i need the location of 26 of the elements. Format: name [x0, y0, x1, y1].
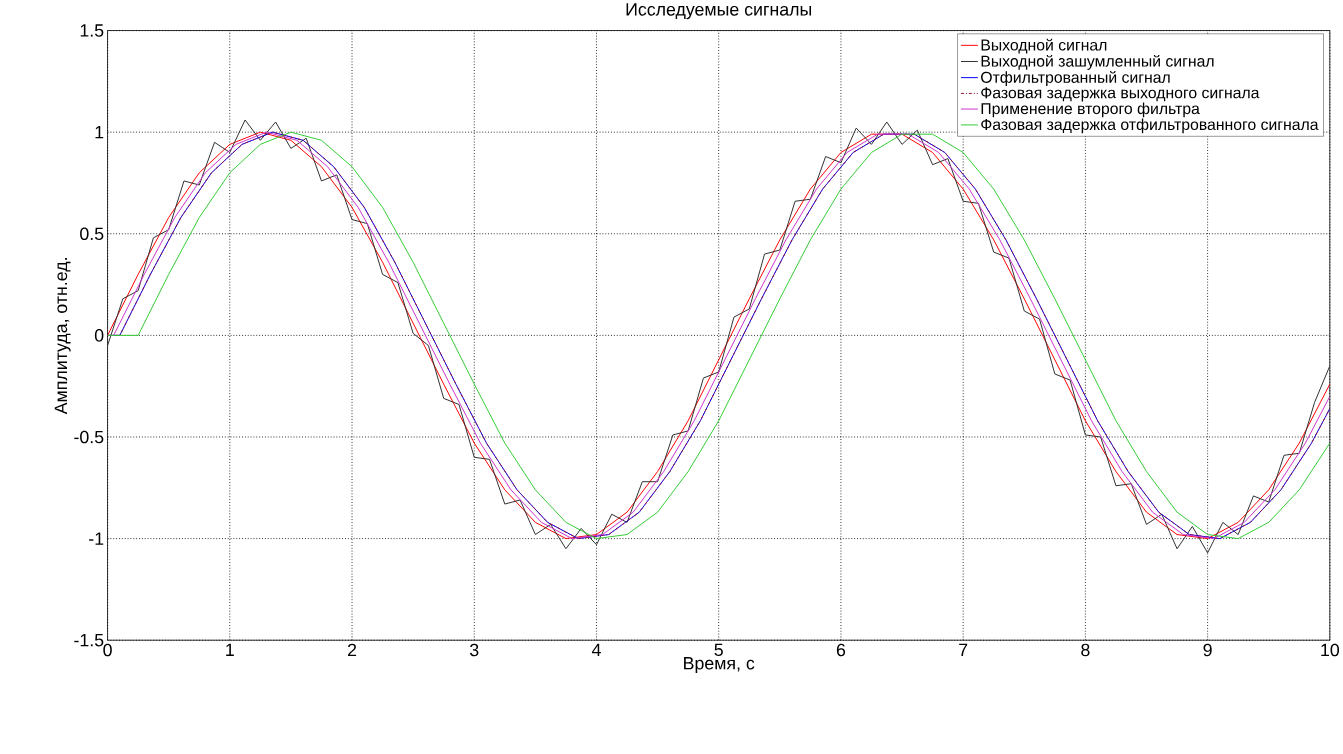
- chart-title: Исследуемые сигналы: [626, 3, 812, 20]
- y-tick-label: -0.5: [74, 430, 104, 444]
- x-axis-title: Время, с: [684, 657, 755, 674]
- legend-label: Фазовая задержка отфильтрованного сигнала: [981, 118, 1319, 134]
- x-tick-label: 6: [836, 643, 846, 657]
- x-tick-label: 8: [1081, 643, 1090, 657]
- x-tick-label: 9: [1203, 643, 1212, 657]
- y-tick-label: 0: [94, 329, 104, 342]
- y-tick-label: -1.5: [74, 634, 104, 647]
- x-tick-label: 10: [1321, 643, 1340, 657]
- y-tick-label: 1: [95, 126, 104, 139]
- x-tick-label: 1: [226, 643, 234, 656]
- y-axis-title: Амплитуда, отн.ед.: [54, 258, 71, 415]
- x-tick-label: 4: [591, 643, 601, 656]
- x-tick-label: 5: [714, 643, 723, 657]
- legend-label: Выходной зашумленный сигнал: [981, 54, 1214, 70]
- legend-label: Отфильтрованный сигнал: [981, 71, 1170, 87]
- y-tick-label: 1.5: [80, 24, 104, 37]
- legend-label: Выходной сигнал: [981, 38, 1107, 54]
- y-tick-label: 0.5: [80, 227, 104, 241]
- x-tick-label: 7: [959, 643, 968, 656]
- legend-label: Применение второго фильтра: [981, 102, 1200, 118]
- legend-label: Фазовая задержка выходного сигнала: [981, 87, 1260, 102]
- x-tick-label: 2: [347, 643, 357, 657]
- y-tick-label: -1: [89, 532, 104, 545]
- x-tick-label: 3: [469, 643, 479, 657]
